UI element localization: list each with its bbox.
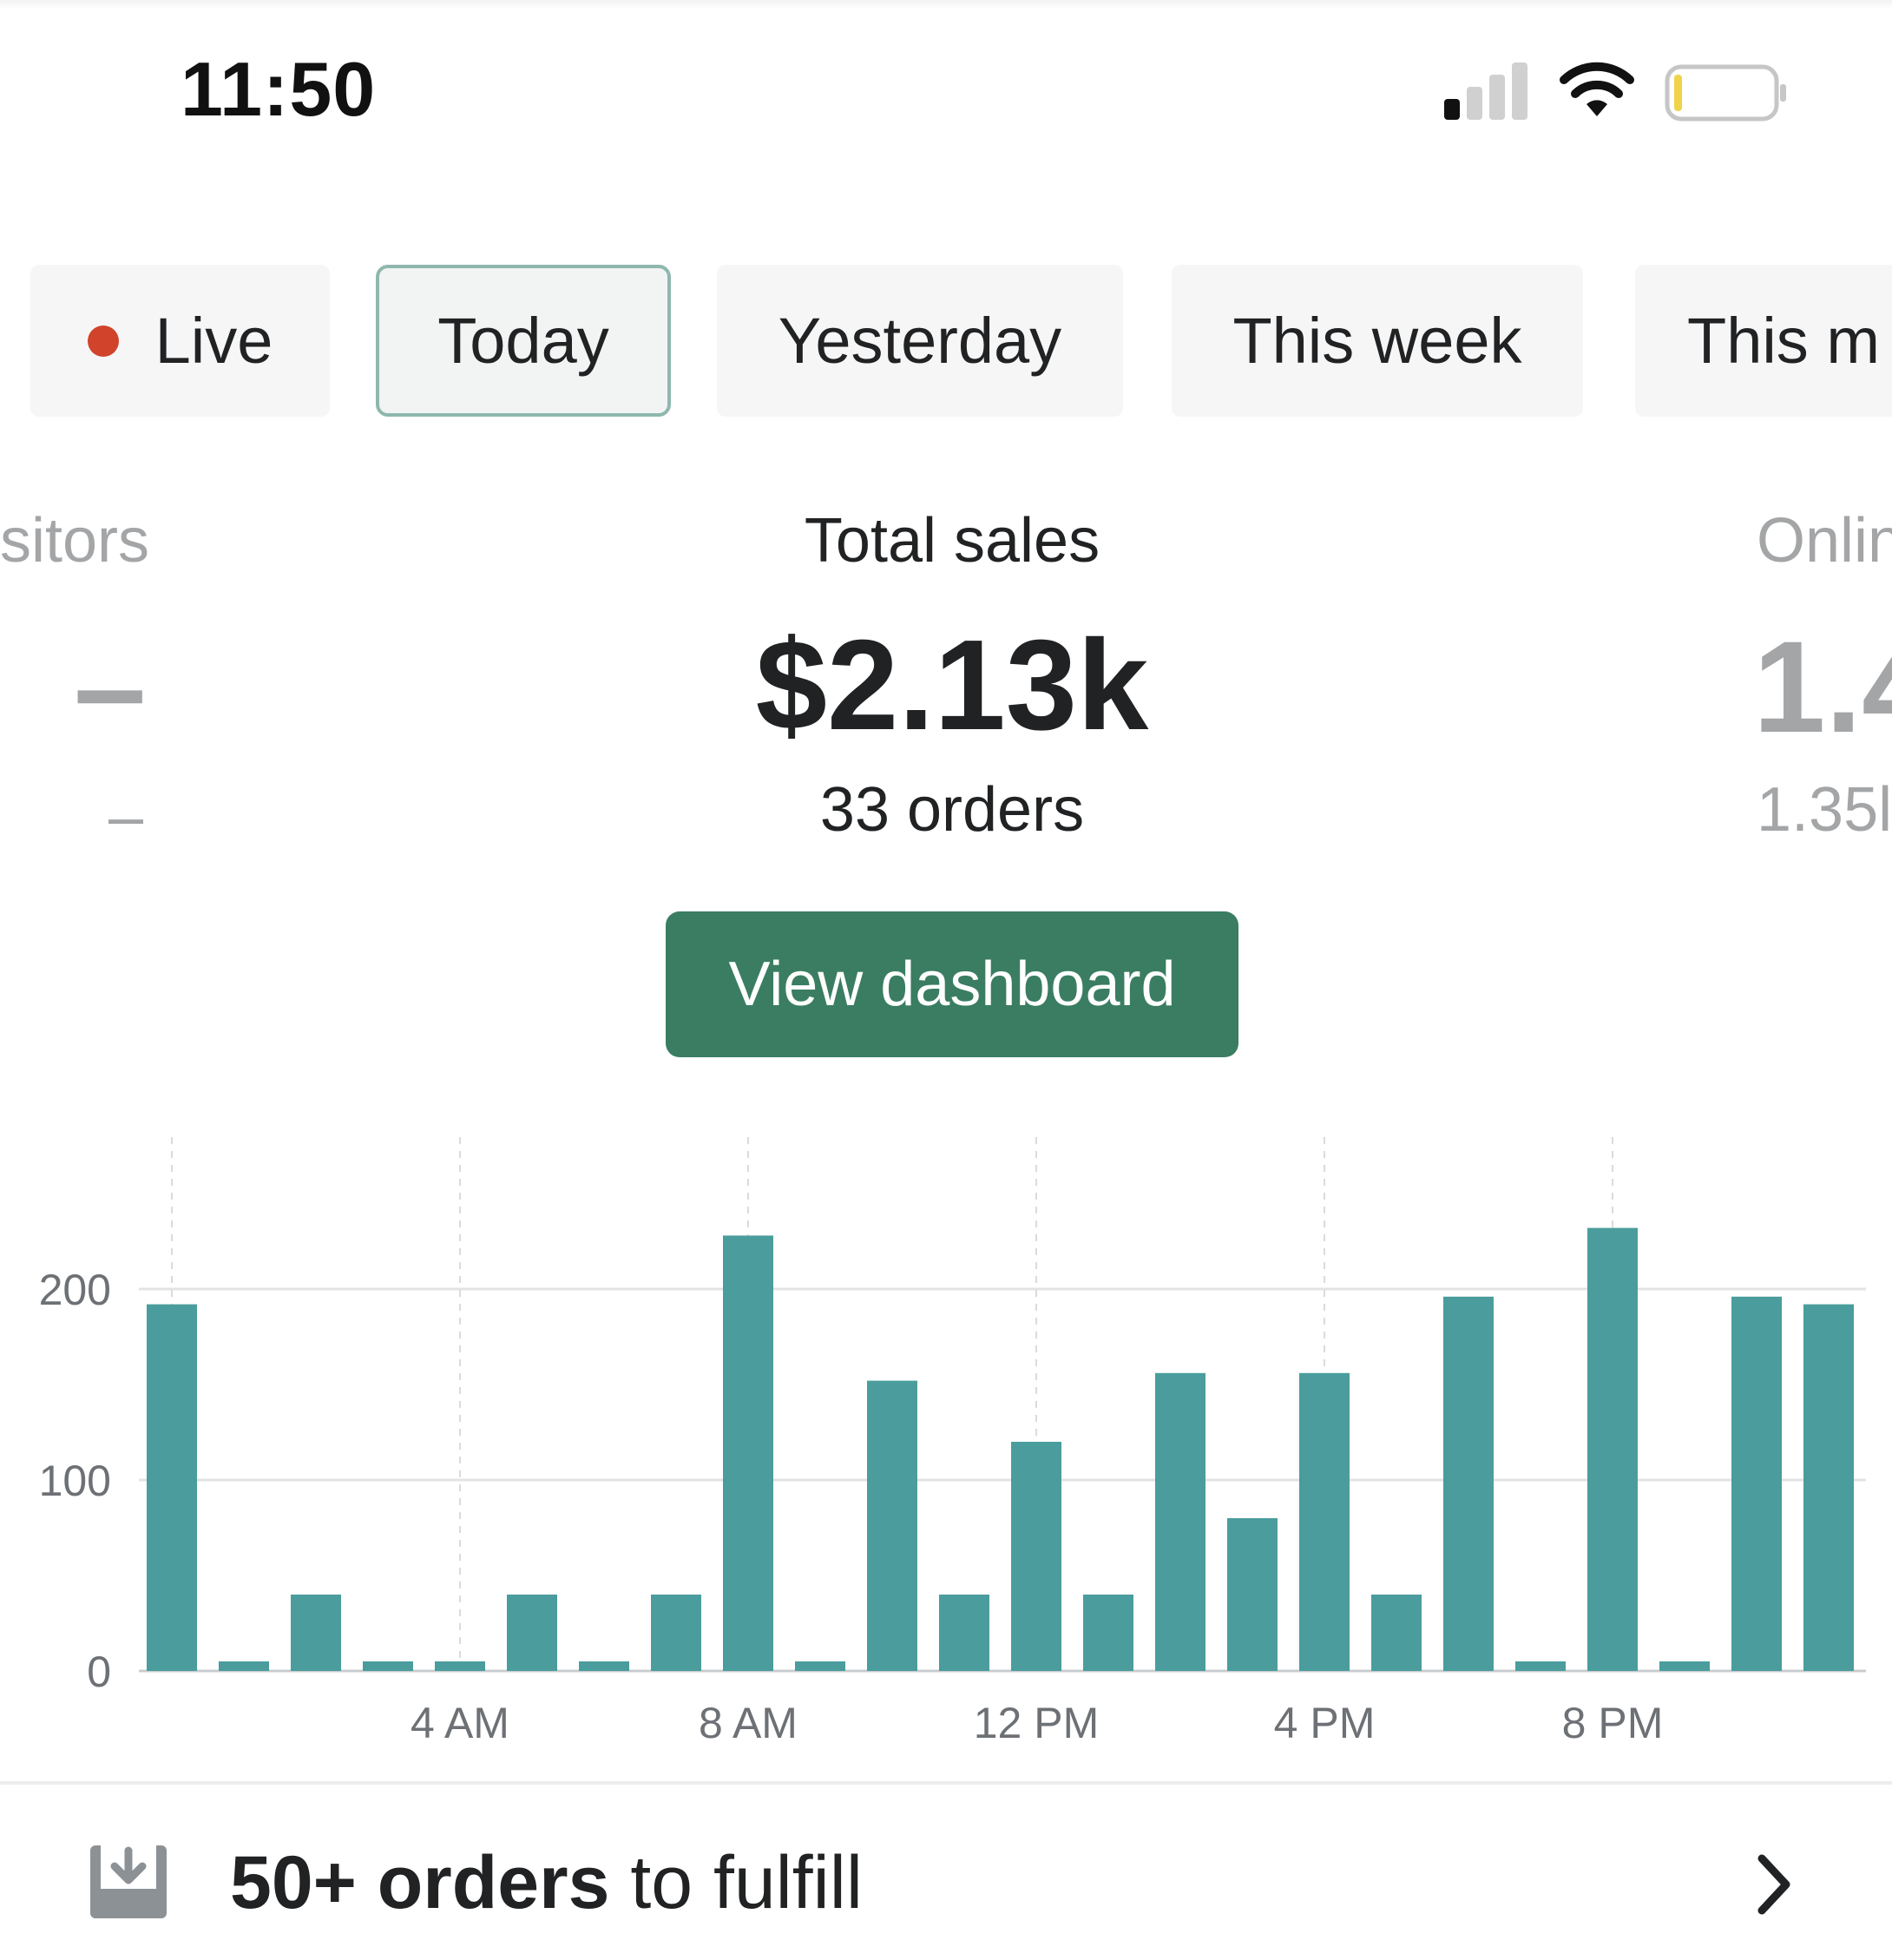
tab-label: Yesterday xyxy=(778,305,1062,377)
x-tick-label: 12 PM xyxy=(974,1699,1100,1747)
chart-bar[interactable] xyxy=(1299,1372,1350,1671)
fulfill-count: 50+ orders xyxy=(230,1841,610,1924)
chart-bar[interactable] xyxy=(219,1661,269,1671)
chart-bar[interactable] xyxy=(1011,1442,1061,1671)
y-tick-label: 200 xyxy=(39,1266,111,1314)
status-time: 11:50 xyxy=(181,46,377,132)
tab-this-month[interactable]: This m xyxy=(1635,265,1892,417)
orders-to-fulfill-row[interactable]: 50+ orders to fulfill xyxy=(0,1785,1892,1960)
chart-bar[interactable] xyxy=(939,1595,989,1671)
tab-live[interactable]: Live xyxy=(30,265,330,417)
total-sales-value: $2.13k xyxy=(755,614,1149,757)
view-dashboard-button[interactable]: View dashboard xyxy=(666,911,1238,1057)
live-dot-icon xyxy=(87,325,119,357)
tab-label: Today xyxy=(437,305,609,377)
download-tray-icon xyxy=(90,1845,167,1918)
battery-icon xyxy=(1665,64,1786,122)
visitors-label: sitors xyxy=(0,506,150,576)
tab-this-week[interactable]: This week xyxy=(1172,265,1583,417)
chart-bar[interactable] xyxy=(507,1595,557,1671)
chart-bar[interactable] xyxy=(1083,1595,1133,1671)
visitors-value: – xyxy=(74,614,147,760)
x-tick-label: 4 AM xyxy=(411,1699,509,1747)
online-store-sub: 1.35l xyxy=(1757,775,1892,845)
chart-bar[interactable] xyxy=(1227,1518,1278,1671)
online-store-label: Onlin xyxy=(1757,506,1892,576)
status-icons xyxy=(1441,59,1805,128)
chevron-right-icon xyxy=(1757,1854,1790,1915)
chart-bar[interactable] xyxy=(147,1304,197,1671)
tab-label: This week xyxy=(1232,305,1522,377)
chart-bar[interactable] xyxy=(1659,1661,1710,1671)
chart-bar[interactable] xyxy=(435,1661,485,1671)
total-sales-orders: 33 orders xyxy=(819,775,1085,845)
chart-bar[interactable] xyxy=(1371,1595,1422,1671)
chart-bar[interactable] xyxy=(1155,1372,1205,1671)
chart-bar[interactable] xyxy=(1443,1296,1494,1671)
sales-bar-chart: 0 100 200 4 AM 8 AM 12 PM 4 PM 8 PM xyxy=(39,1137,1866,1747)
total-sales-label: Total sales xyxy=(804,506,1100,576)
chart-bar[interactable] xyxy=(1803,1304,1854,1671)
chart-bar[interactable] xyxy=(1515,1661,1566,1671)
fulfill-rest: to fulfill xyxy=(630,1841,864,1924)
chart-bar[interactable] xyxy=(651,1595,701,1671)
chart-bar[interactable] xyxy=(795,1661,845,1671)
chart-bar[interactable] xyxy=(1587,1227,1638,1671)
y-tick-label: 0 xyxy=(87,1648,111,1696)
chart-bar[interactable] xyxy=(723,1235,773,1671)
chart-bar[interactable] xyxy=(579,1661,629,1671)
chart-bar[interactable] xyxy=(291,1595,341,1671)
tab-yesterday[interactable]: Yesterday xyxy=(717,265,1123,417)
tab-label: This m xyxy=(1687,305,1880,377)
chart-bar[interactable] xyxy=(1731,1296,1782,1671)
top-edge xyxy=(0,0,1892,9)
tab-today[interactable]: Today xyxy=(376,265,671,417)
x-tick-label: 8 PM xyxy=(1562,1699,1664,1747)
x-tick-label: 4 PM xyxy=(1274,1699,1376,1747)
y-tick-label: 100 xyxy=(39,1457,111,1505)
date-range-tabs: Live Today Yesterday This week This m xyxy=(0,265,1892,417)
chart-bar[interactable] xyxy=(867,1380,917,1671)
wifi-icon xyxy=(1560,62,1634,116)
divider xyxy=(0,1781,1892,1785)
online-store-value: 1.4 xyxy=(1753,614,1892,760)
tab-label: Live xyxy=(154,305,273,377)
visitors-sub: – xyxy=(108,782,144,852)
chart-bar[interactable] xyxy=(363,1661,413,1671)
fulfill-text: 50+ orders to fulfill xyxy=(230,1840,863,1926)
x-tick-label: 8 AM xyxy=(699,1699,798,1747)
